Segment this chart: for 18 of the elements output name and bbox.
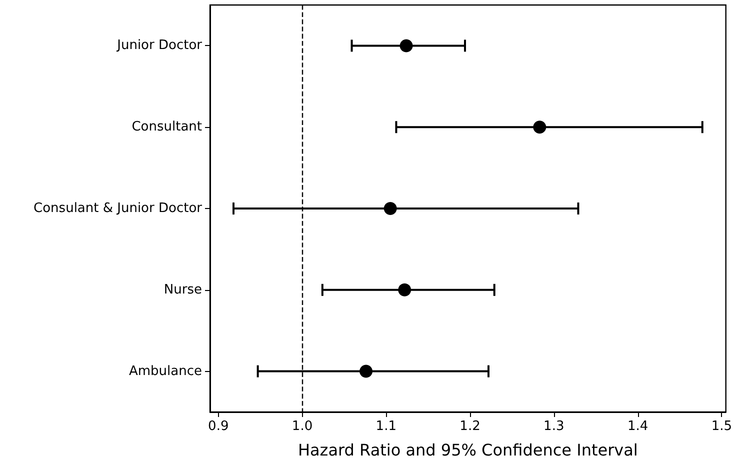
point <box>384 202 397 215</box>
x-tick-label: 0.9 <box>208 419 229 434</box>
point <box>398 283 412 296</box>
x-tick-label: 1.3 <box>544 419 564 434</box>
point <box>400 39 413 52</box>
y-tick-label: Ambulance <box>128 364 202 379</box>
y-tick-label: Junior Doctor <box>116 38 203 54</box>
x-tick-label: 1.1 <box>376 419 396 434</box>
x-tick-label: 1.4 <box>627 419 648 434</box>
x-tick-label: 1.0 <box>292 419 313 434</box>
x-tick-label: 1.2 <box>460 419 480 434</box>
point <box>533 120 546 134</box>
y-tick-label: Consultant <box>132 120 202 135</box>
point <box>360 364 373 378</box>
y-tick-label: Consulant & Junior Doctor <box>34 201 203 216</box>
y-tick-label: Nurse <box>164 282 202 298</box>
x-axis-title: Hazard Ratio and 95% Confidence Interval <box>298 440 638 460</box>
x-tick-label: 1.5 <box>711 419 732 434</box>
